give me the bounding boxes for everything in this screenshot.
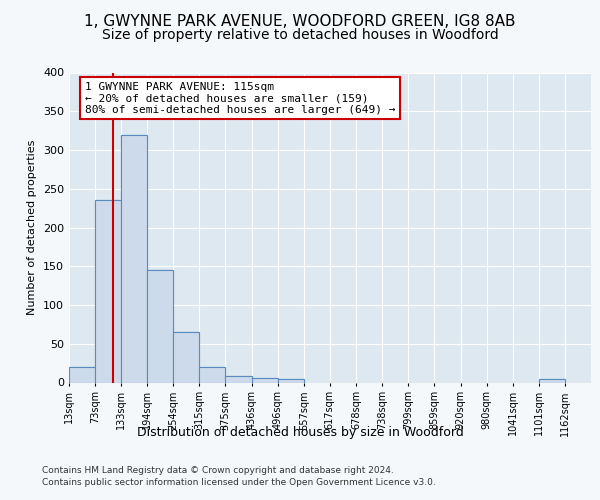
Y-axis label: Number of detached properties: Number of detached properties — [28, 140, 37, 315]
Bar — [95, 200, 121, 382]
Bar — [69, 367, 95, 382]
Bar — [199, 367, 225, 382]
Text: Size of property relative to detached houses in Woodford: Size of property relative to detached ho… — [101, 28, 499, 42]
Text: 1, GWYNNE PARK AVENUE, WOODFORD GREEN, IG8 8AB: 1, GWYNNE PARK AVENUE, WOODFORD GREEN, I… — [84, 14, 516, 29]
Bar — [278, 378, 304, 382]
Bar — [225, 376, 251, 382]
Text: Contains HM Land Registry data © Crown copyright and database right 2024.: Contains HM Land Registry data © Crown c… — [42, 466, 394, 475]
Bar — [251, 378, 278, 382]
Text: 1 GWYNNE PARK AVENUE: 115sqm
← 20% of detached houses are smaller (159)
80% of s: 1 GWYNNE PARK AVENUE: 115sqm ← 20% of de… — [85, 82, 395, 115]
Bar — [147, 270, 173, 382]
Bar — [69, 367, 95, 382]
Text: Distribution of detached houses by size in Woodford: Distribution of detached houses by size … — [137, 426, 463, 439]
Bar — [225, 376, 251, 382]
Bar — [121, 134, 147, 382]
Bar — [278, 378, 304, 382]
Bar — [173, 332, 199, 382]
Bar — [539, 380, 565, 382]
Bar — [539, 380, 565, 382]
Bar — [95, 200, 121, 382]
Text: Contains public sector information licensed under the Open Government Licence v3: Contains public sector information licen… — [42, 478, 436, 487]
Bar — [121, 134, 147, 382]
Bar — [199, 367, 225, 382]
Bar — [251, 378, 278, 382]
Bar — [173, 332, 199, 382]
Bar — [147, 270, 173, 382]
